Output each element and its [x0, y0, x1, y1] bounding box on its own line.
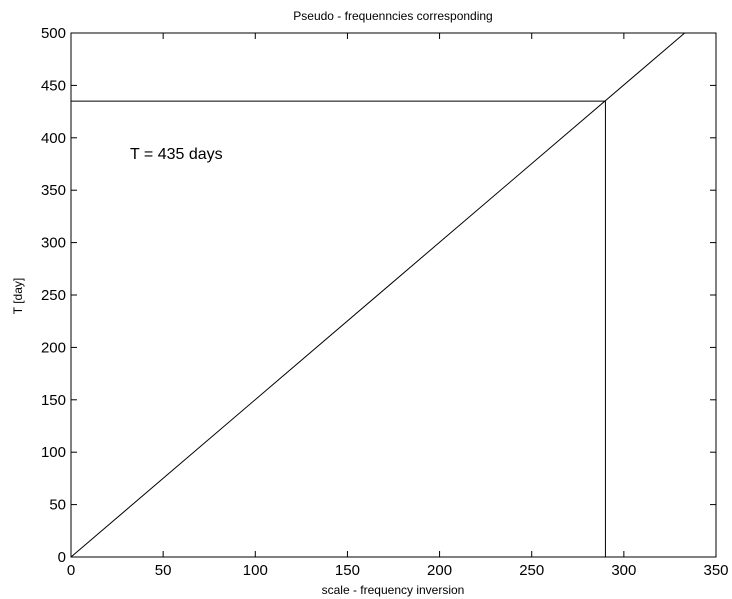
x-axis-title: scale - frequency inversion	[322, 583, 465, 597]
x-tick-label: 250	[519, 562, 544, 579]
y-tick-label: 100	[41, 444, 66, 461]
y-tick-label: 300	[41, 235, 66, 252]
x-tick-label: 0	[67, 562, 75, 579]
x-tick-label: 100	[243, 562, 268, 579]
annotation-text: T = 435 days	[130, 146, 223, 163]
y-tick-label: 350	[41, 182, 66, 199]
axes-box	[70, 32, 717, 558]
y-tick-label: 500	[41, 25, 66, 42]
y-axis-title: T [day]	[11, 278, 25, 314]
x-tick-label: 350	[703, 562, 728, 579]
y-tick-label: 400	[41, 130, 66, 147]
y-tick-label: 50	[49, 497, 66, 514]
x-tick-label: 150	[335, 562, 360, 579]
y-tick-label: 0	[58, 549, 66, 566]
x-tick-label: 300	[611, 562, 636, 579]
y-tick-label: 200	[41, 339, 66, 356]
series-line	[70, 32, 685, 558]
plot-area: 0 50 100 150 200 250 300 350 0 50 100 150 200 250 300 3…	[41, 25, 729, 579]
y-tick-label: 250	[41, 287, 66, 304]
y-tick-label: 450	[41, 77, 66, 94]
y-tick-label: 150	[41, 392, 66, 409]
chart-title: Pseudo - frequenncies corresponding	[293, 9, 492, 23]
x-tick-label: 200	[427, 562, 452, 579]
x-tick-label: 50	[155, 562, 172, 579]
